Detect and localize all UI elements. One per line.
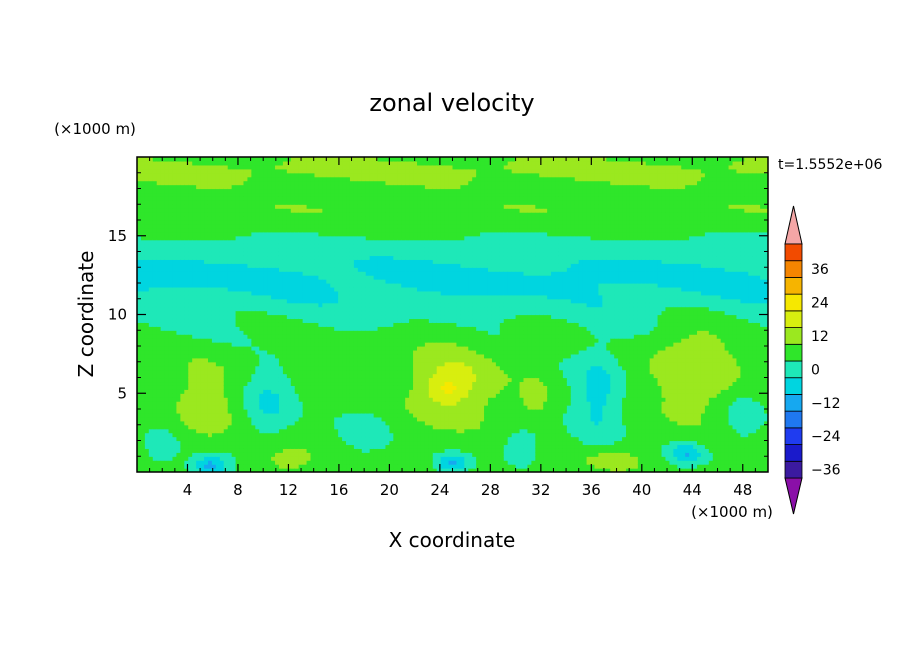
y-tick-label: 15: [108, 227, 127, 245]
x-tick-label: 16: [329, 481, 348, 499]
x-axis: 4 8 12 16 20 24 28 32 36 40 44 48: [149, 157, 756, 499]
colorbar-under-triangle: [784, 477, 803, 515]
colorbar-band: [784, 293, 803, 312]
y-tick-label: 5: [117, 384, 127, 402]
x-tick-label: 48: [733, 481, 752, 499]
colorbar-band: [784, 394, 803, 412]
colorbar-tick-label: −24: [811, 429, 841, 445]
colorbar-tick-label: −12: [811, 396, 841, 412]
x-tick-label: 24: [430, 481, 449, 499]
colorbar-band: [784, 427, 803, 445]
y-unit-label: (×1000 m): [54, 120, 136, 138]
colorbar-tick-label: 0: [811, 362, 820, 378]
x-tick-label: 12: [279, 481, 298, 499]
x-axis-label: X coordinate: [389, 528, 516, 552]
colorbar-tick-label: 12: [811, 329, 829, 345]
chart-title: zonal velocity: [369, 89, 534, 117]
x-tick-label: 36: [582, 481, 601, 499]
x-tick-label: 4: [183, 481, 193, 499]
x-tick-label: 40: [632, 481, 651, 499]
colorbar-tick-label: 36: [811, 262, 829, 278]
colorbar-band: [784, 444, 803, 462]
colorbar-tick-label: 24: [811, 296, 829, 312]
colorbar-band: [784, 360, 803, 379]
colorbar-band: [784, 377, 803, 395]
x-tick-label: 28: [481, 481, 500, 499]
y-axis-label: Z coordinate: [74, 251, 98, 378]
x-tick-label: 44: [683, 481, 702, 499]
colorbar-band: [784, 260, 803, 278]
colorbar-tick-label: −36: [811, 463, 841, 479]
x-unit-label: (×1000 m): [691, 503, 773, 521]
y-tick-label: 10: [108, 306, 127, 324]
colorbar-band: [784, 310, 803, 328]
time-label: t=1.5552e+06: [778, 157, 882, 173]
contour-field: [137, 157, 768, 472]
colorbar-band: [784, 410, 803, 429]
x-tick-label: 8: [233, 481, 243, 499]
colorbar-band: [784, 460, 803, 479]
x-tick-label: 32: [531, 481, 550, 499]
colorbar-band: [784, 327, 803, 345]
colorbar: 36 24 12 0 −12 −24 −36: [784, 205, 841, 515]
y-axis: 5 10 15: [108, 172, 768, 457]
colorbar-band: [784, 243, 803, 262]
x-tick-label: 20: [380, 481, 399, 499]
colorbar-band: [784, 343, 803, 362]
colorbar-over-triangle: [784, 205, 803, 245]
colorbar-band: [784, 277, 803, 295]
